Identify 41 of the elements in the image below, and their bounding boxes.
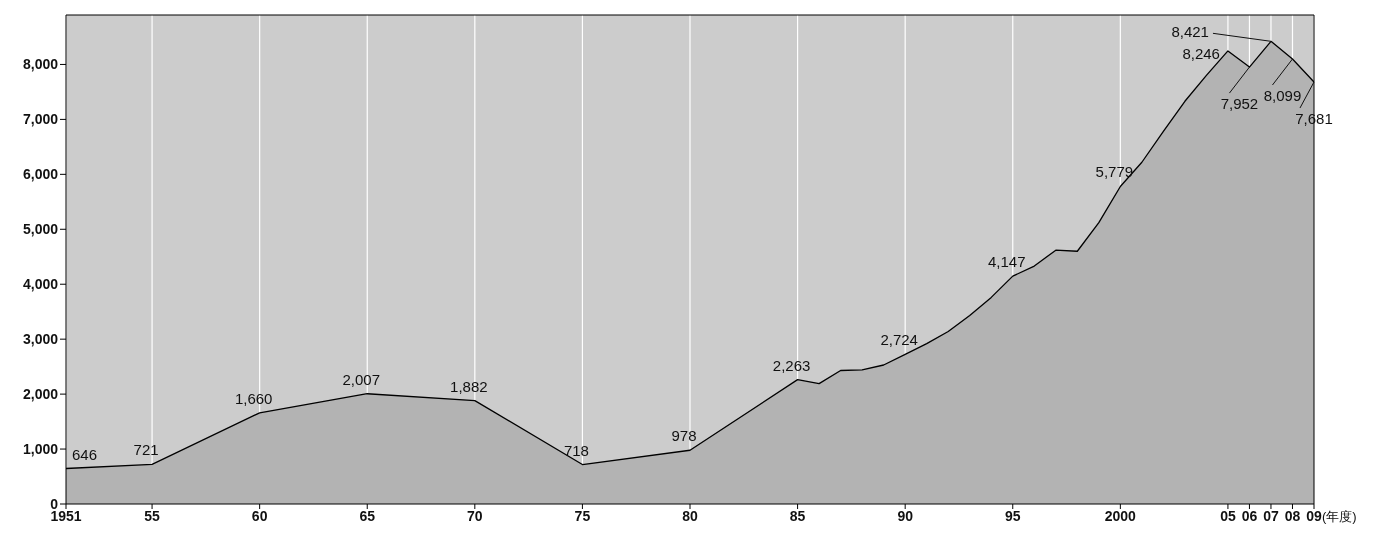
x-tick-label: 90 [897,507,914,524]
y-tick-label: 3,000 [22,331,59,348]
x-axis-title: (年度) [1322,509,1357,524]
x-tick-label: 75 [574,507,591,524]
data-label: 7,952 [1220,95,1259,113]
y-tick-label: 8,000 [22,56,59,73]
data-label: 5,779 [1095,163,1134,181]
data-label: 2,007 [342,370,381,388]
data-label: 8,099 [1263,87,1302,105]
x-tick-label: 09 [1306,507,1322,524]
x-tick-label: 80 [682,507,698,524]
data-label: 2,263 [772,356,811,374]
x-tick-label: 2000 [1104,507,1137,524]
data-label: 1,660 [234,389,273,407]
data-label: 978 [671,427,697,445]
data-label: 4,147 [987,253,1026,271]
x-tick-label: 55 [144,507,161,524]
data-label: 718 [563,441,589,459]
x-tick-label: 95 [1004,507,1021,524]
data-label: 7,681 [1295,109,1333,127]
y-tick-label: 6,000 [22,166,59,183]
data-label: 721 [133,441,159,459]
y-tick-label: 2,000 [22,386,59,403]
x-tick-label: 05 [1220,507,1236,524]
x-tick-label: 60 [251,507,268,524]
x-tick-label: 70 [467,507,483,524]
x-tick-label: 85 [789,507,806,524]
y-tick-label: 1,000 [22,441,59,458]
data-label: 646 [72,445,98,463]
y-tick-label: 4,000 [22,276,59,293]
x-tick-label: 07 [1263,507,1279,524]
data-label: 8,421 [1171,23,1209,41]
y-tick-label: 7,000 [22,111,59,128]
data-label: 1,882 [450,377,488,395]
x-tick-label: 06 [1241,507,1258,524]
data-label: 2,724 [880,331,918,349]
data-label: 8,246 [1182,44,1220,62]
y-tick-label: 0 [50,495,59,512]
x-tick-label: 08 [1284,507,1301,524]
y-tick-label: 5,000 [22,221,59,238]
x-tick-label: 65 [359,507,376,524]
